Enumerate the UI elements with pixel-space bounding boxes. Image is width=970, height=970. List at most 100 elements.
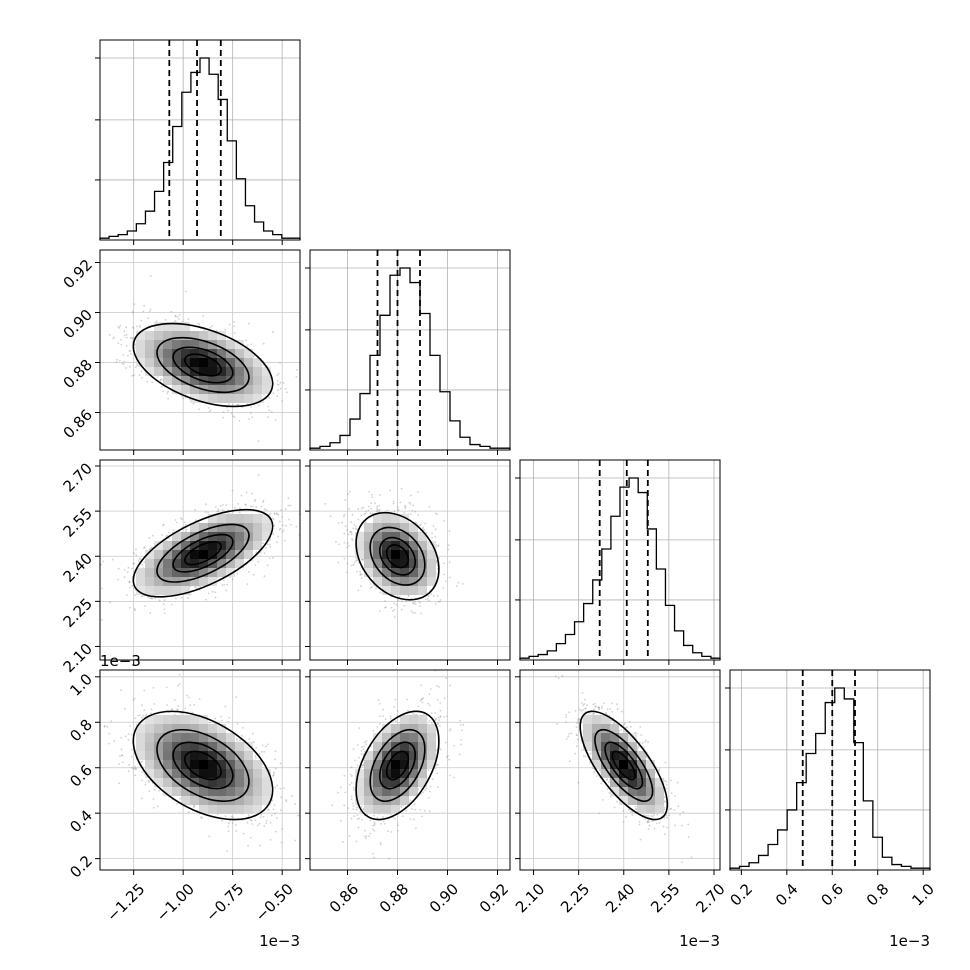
scatter-point [260, 505, 263, 508]
scatter-point [368, 505, 370, 508]
scatter-point [237, 403, 240, 406]
scatter-point [140, 376, 143, 379]
scatter-point [166, 534, 168, 537]
scatter-point [202, 315, 205, 317]
density-cell [199, 532, 208, 541]
scatter-point [245, 491, 248, 494]
scatter-point [223, 583, 226, 586]
density-cell [154, 541, 163, 550]
density-cell [418, 559, 427, 568]
density-cell [154, 568, 163, 577]
density-cell [163, 586, 172, 595]
density-cell [391, 577, 400, 586]
density-cell [364, 523, 373, 532]
density-cell [400, 514, 409, 523]
density-cell [427, 568, 436, 577]
density-cell [382, 514, 391, 523]
density-cell [154, 358, 163, 367]
density-cell [235, 376, 244, 385]
scatter-point [142, 310, 145, 313]
scatter-point [324, 541, 326, 543]
scatter-point [149, 612, 152, 614]
panel-frame [519, 459, 721, 661]
scatter-point [133, 344, 136, 347]
scatter-point [279, 362, 281, 364]
density-cell [427, 559, 436, 568]
density-cell [409, 577, 418, 586]
scatter-point [170, 310, 173, 313]
scatter-point [111, 558, 114, 561]
scatter-point [343, 532, 346, 535]
scatter-point [273, 512, 276, 514]
scatter-point [393, 608, 396, 611]
scatter-point [97, 340, 99, 342]
density-cell [199, 559, 208, 568]
density-cell [226, 550, 235, 559]
density-cell [208, 376, 217, 385]
scatter-point [389, 489, 392, 492]
density-cell [373, 568, 382, 577]
scatter-point [100, 618, 103, 621]
density-cell [208, 349, 217, 358]
density-cell [172, 550, 181, 559]
scatter-point [362, 506, 365, 509]
scatter-point [139, 558, 142, 560]
scatter-point [351, 537, 353, 540]
scatter-point [285, 799, 287, 801]
scatter-point [365, 510, 368, 513]
scatter-point [119, 339, 122, 341]
scatter-point [179, 517, 182, 519]
density-cell [355, 532, 364, 541]
scatter-point [443, 573, 445, 576]
density-cell [235, 340, 244, 349]
scatter-point [287, 497, 290, 500]
density-cell [409, 586, 418, 595]
density-cell [154, 586, 163, 595]
scatter-point [275, 512, 278, 514]
scatter-point [140, 370, 143, 373]
scatter-point [251, 492, 254, 495]
scatter-point [276, 383, 279, 386]
scatter-point [412, 602, 415, 605]
scatter-point [347, 544, 350, 547]
scatter-point [350, 530, 352, 533]
scatter-point [126, 594, 128, 596]
scatter-point [434, 528, 437, 531]
scatter-point [287, 504, 290, 507]
scatter-point [342, 515, 345, 518]
scatter-point [412, 611, 414, 614]
scatter-point [131, 337, 134, 340]
density-cell [391, 532, 400, 541]
scatter-point [346, 542, 349, 544]
scatter-point [277, 384, 280, 386]
scatter-point [268, 409, 270, 412]
panel-content [100, 670, 300, 870]
scatter-point [276, 379, 279, 382]
scatter-point [412, 504, 415, 507]
scatter-point [435, 559, 438, 562]
density-cell [145, 568, 154, 577]
scatter-point [414, 601, 416, 603]
density-cell [172, 349, 181, 358]
density-cell [427, 550, 436, 559]
scatter-point [143, 561, 146, 564]
scatter-point [150, 712, 152, 715]
scatter-point [397, 509, 400, 511]
scatter-point [123, 569, 126, 571]
scatter-point [151, 534, 154, 537]
scatter-point [154, 597, 157, 599]
density-cell [391, 514, 400, 523]
scatter-point [417, 514, 420, 516]
scatter-point [379, 591, 382, 594]
scatter-point [203, 329, 206, 332]
scatter-point [350, 521, 352, 523]
density-cell [400, 568, 409, 577]
density-cell [373, 523, 382, 532]
density-cell [235, 358, 244, 367]
scatter-point [174, 315, 177, 318]
scatter-point [247, 571, 250, 573]
scatter-point [398, 595, 401, 598]
scatter-point [129, 606, 131, 609]
density-cell [199, 340, 208, 349]
